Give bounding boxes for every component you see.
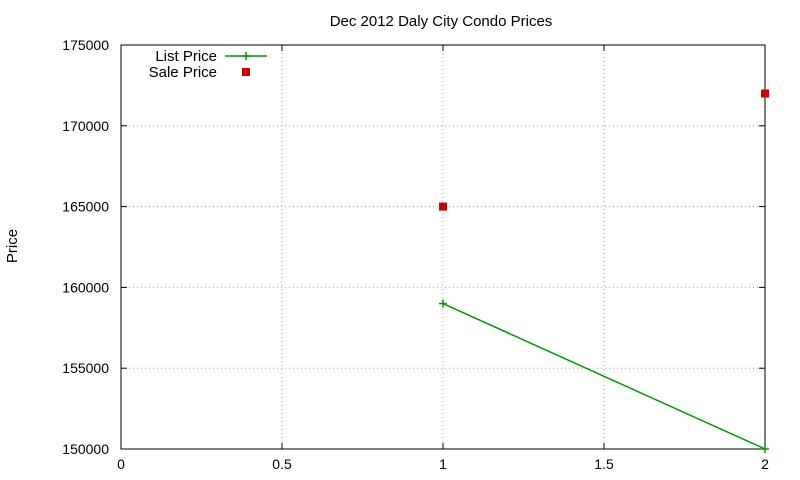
sale-price-point [761, 89, 769, 98]
legend-marker-sale-price [242, 68, 250, 76]
series-list-price [439, 299, 769, 453]
y-tick-label: 170000 [62, 118, 109, 134]
y-tick-label: 150000 [62, 441, 109, 457]
x-tick-label: 1 [439, 456, 447, 472]
ticks-layer: 0 0.5 1 1.5 2 150000 155000 160000 165000 170000 1… [62, 37, 769, 472]
y-tick-label: 160000 [62, 279, 109, 295]
y-tick-label: 165000 [62, 199, 109, 215]
list-price-point [439, 299, 447, 308]
x-tick-label: 0 [117, 456, 125, 472]
x-tick-label: 1.5 [594, 456, 614, 472]
series-layer [439, 89, 769, 453]
legend-marker-list-price [242, 52, 250, 60]
grid-layer [121, 45, 765, 449]
legend-label-sale-price: Sale Price [149, 64, 217, 81]
y-axis-label: Price [4, 229, 21, 263]
y-tick-label: 175000 [62, 37, 109, 53]
x-tick-label: 0.5 [272, 456, 292, 472]
series-sale-price [439, 89, 769, 211]
list-price-point [761, 445, 769, 453]
sale-price-point [439, 202, 447, 211]
legend-label-list-price: List Price [155, 48, 217, 65]
list-price-line [442, 302, 766, 450]
x-tick-label: 2 [761, 456, 769, 472]
y-tick-label: 155000 [62, 360, 109, 376]
chart-title: Dec 2012 Daly City Condo Prices [330, 13, 553, 30]
